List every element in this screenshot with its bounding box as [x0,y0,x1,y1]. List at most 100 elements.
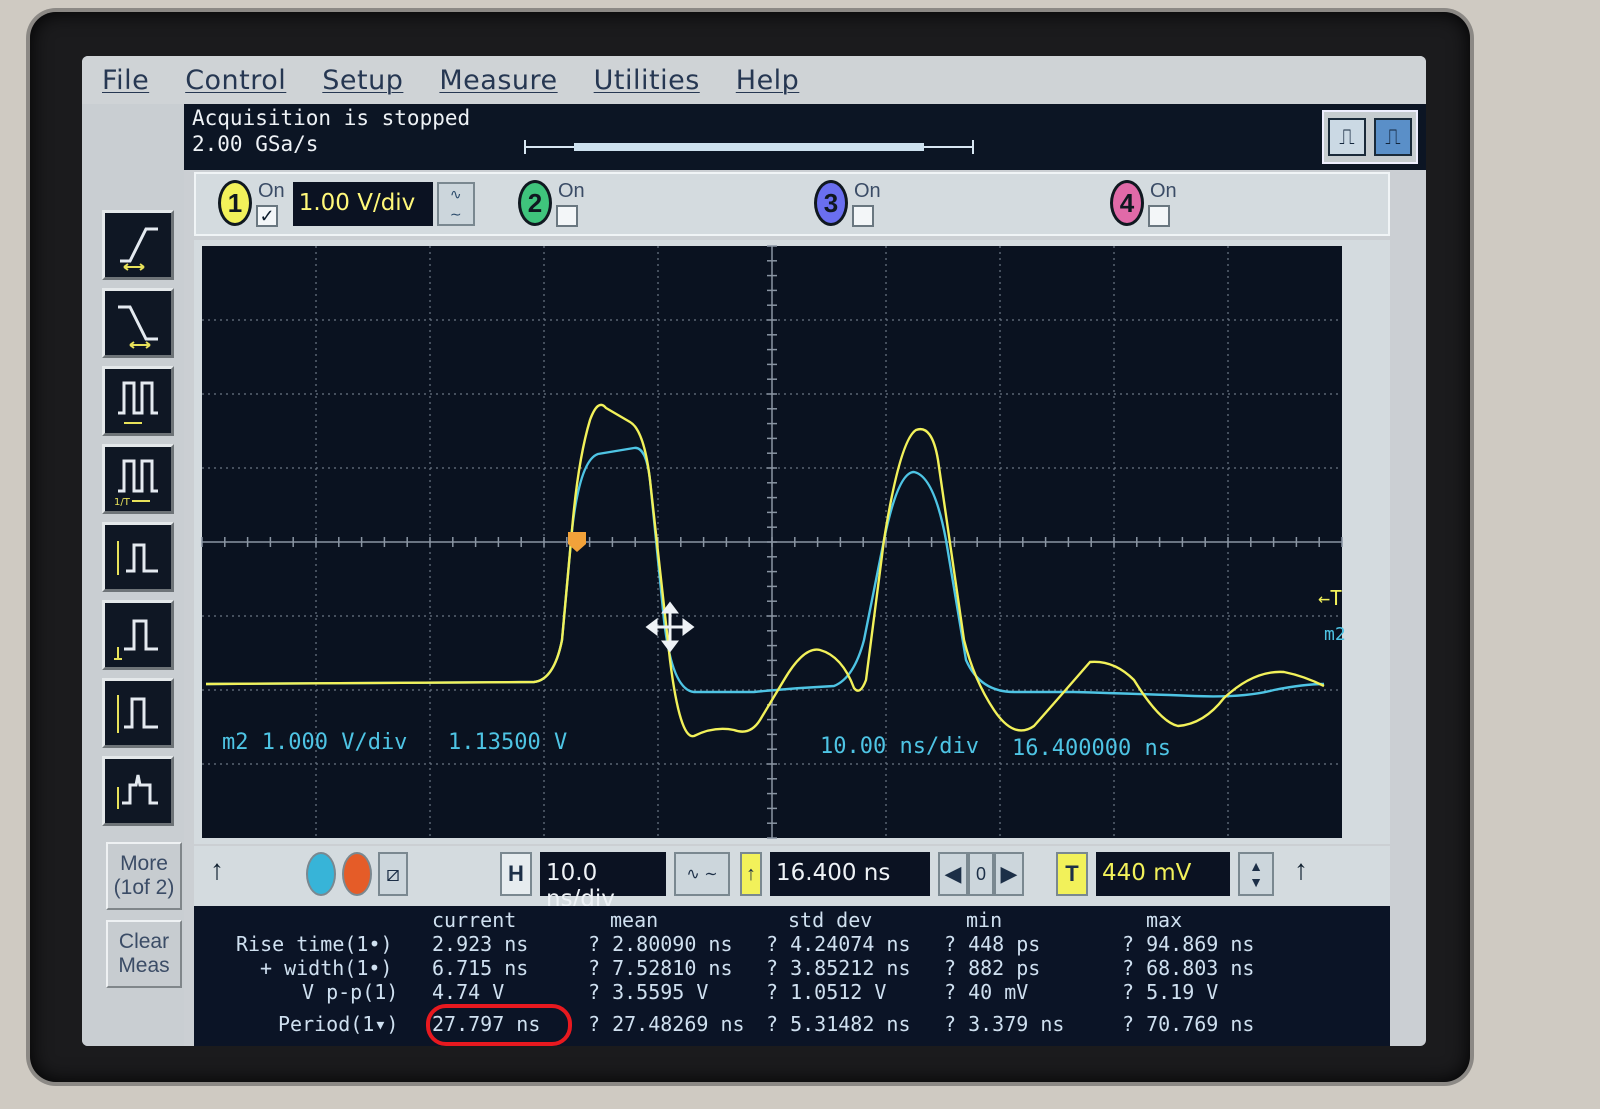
clear-meas-button[interactable]: Clear Meas [106,920,182,988]
overshoot-button[interactable] [102,756,174,826]
channel-1-scale[interactable]: 1.00 V/div [292,182,433,226]
measurement-name: + width(1•) [260,956,393,980]
measurement-name: Period(1▾) [278,1012,399,1036]
delay-zero-button[interactable]: 0 [968,852,994,896]
delay-right-button[interactable]: ▶ [994,852,1024,896]
trigger-level-field[interactable]: 440 mV [1096,852,1230,896]
svg-text:1/T: 1/T [114,497,131,507]
menu-help[interactable]: Help [735,64,800,96]
measurement-mean: ? 2.80090 ns [588,932,733,956]
m2-scale-label: m2 1.000 V/div [222,730,408,755]
horizontal-delay-field[interactable]: 16.400 ns [770,852,930,896]
edit-icon: ⧄ [386,861,400,886]
channel-2-on-label: On [558,180,585,202]
horizontal-h-button[interactable]: H [500,852,532,896]
horizontal-scale-field[interactable]: 10.0 ns/div [540,852,666,912]
up-arrow-icon[interactable]: ↑ [210,854,224,885]
measurement-std: ? 3.85212 ns [766,956,911,980]
channel-1-badge[interactable]: 1 [218,180,252,226]
channel-1-on: On ✓ [252,180,285,227]
delay-left-button[interactable]: ◀ [938,852,968,896]
trigger-level-marker[interactable]: ←T [1318,586,1343,610]
fall-time-button[interactable] [102,288,174,358]
horizontal-controls: ↑ ⧄ H 10.0 ns/div ∿ ∼ ↑ 16.400 ns ◀ 0 ▶ … [194,846,1390,912]
marker-cyan-button[interactable] [306,852,336,896]
measurement-row[interactable]: Rise time(1•) 2.923 ns ? 2.80090 ns ? 4.… [194,932,1390,956]
trigger-point-marker[interactable] [568,532,586,552]
channel-2: 2 On [518,180,585,227]
delay-label: 16.400000 ns [1012,736,1171,761]
marker-orange-button[interactable] [342,852,372,896]
menu-measure[interactable]: Measure [439,64,558,96]
channel-2-badge[interactable]: 2 [518,180,552,226]
measurement-max: ? 70.769 ns [1122,1012,1255,1036]
measurement-std: ? 4.24074 ns [766,932,911,956]
header-current: current [432,908,517,932]
channel-1-scale-spinner[interactable]: ∿ ∼ [436,182,475,226]
run-stop-button[interactable]: ⎍ [1374,118,1412,156]
measurement-std: ? 1.0512 V [766,980,887,1004]
channel-4-badge[interactable]: 4 [1110,180,1144,226]
rise-time-icon [120,227,158,271]
marker-edit-button[interactable]: ⧄ [378,852,408,896]
menu-utilities[interactable]: Utilities [593,64,700,96]
trigger-level-spinner[interactable]: ▲ ▼ [1238,852,1274,896]
run-mode-group: ⎍ ⎍ [1322,110,1418,164]
menu-file[interactable]: File [102,64,150,96]
measurement-min: ? 448 ps [944,932,1041,956]
horizontal-scale-spinner[interactable]: ∿ ∼ [674,852,730,896]
measurement-row[interactable]: V p-p(1) 4.74 V ? 3.5595 V ? 1.0512 V ? … [194,980,1390,1004]
measurement-mean: ? 27.48269 ns [588,1012,745,1036]
measurement-current: 4.74 V [432,980,505,1004]
header-std-dev: std dev [788,908,873,932]
measurement-max: ? 68.803 ns [1122,956,1255,980]
timebase-label: 10.00 ns/div [820,734,979,759]
channel-1-checkbox[interactable]: ✓ [256,205,278,227]
vmax-button[interactable] [102,600,174,670]
pulse-icon: ⎍ [1339,124,1355,149]
measurement-std: ? 5.31482 ns [766,1012,911,1036]
channel-4-on-label: On [1150,180,1177,202]
ch1-trace [205,403,1325,738]
measurement-min: ? 3.379 ns [944,1012,1065,1036]
single-run-button[interactable]: ⎍ [1328,118,1366,156]
measurement-min: ? 40 mV [944,980,1029,1004]
measurement-row[interactable]: Period(1▾) 27.797 ns ? 27.48269 ns ? 5.3… [194,1012,1390,1036]
frequency-icon: 1/T [114,459,158,507]
m2-ground-marker[interactable]: m2 [1324,624,1346,645]
amplitude-button[interactable] [102,678,174,748]
acquisition-state: Acquisition is stopped [192,106,471,130]
channel-1: 1 On ✓ 1.00 V/div ∿ ∼ [218,180,475,227]
channel-3-badge[interactable]: 3 [814,180,848,226]
measurement-current: 2.923 ns [432,932,529,956]
vpp-icon [117,541,158,575]
arrow-right-icon: ▶ [1000,861,1018,886]
menu-setup[interactable]: Setup [322,64,404,96]
measurement-max: ? 5.19 V [1122,980,1219,1004]
pulse-icon: ⎍ [1385,124,1401,149]
period-highlight-circle [426,1004,572,1046]
measurement-name: Rise time(1•) [236,932,393,956]
trigger-slope-icon[interactable]: ↑ [1294,854,1308,885]
more-button[interactable]: More (1of 2) [106,842,182,910]
trigger-t-button[interactable]: T [1056,852,1088,896]
rise-time-button[interactable] [102,210,174,280]
measurement-min: ? 882 ps [944,956,1041,980]
waveform-display[interactable]: ←T m2 m2 1.000 V/div 1.13500 V 10.00 ns/… [194,240,1390,844]
channel-3-checkbox[interactable] [852,205,874,227]
graticule [201,245,1343,839]
channel-4: 4 On [1110,180,1177,227]
vmax-icon [114,619,158,660]
channel-3-on-label: On [854,180,881,202]
vpp-button[interactable] [102,522,174,592]
fall-time-icon [118,305,158,349]
frequency-button[interactable]: 1/T [102,444,174,514]
clear-meas-label: Clear Meas [118,930,170,977]
channel-4-checkbox[interactable] [1148,205,1170,227]
menu-control[interactable]: Control [185,64,287,96]
period-button[interactable] [102,366,174,436]
measurement-row[interactable]: + width(1•) 6.715 ns ? 7.52810 ns ? 3.85… [194,956,1390,980]
channel-2-checkbox[interactable] [556,205,578,227]
channel-1-on-label: On [258,180,285,202]
delay-marker-button[interactable]: ↑ [740,852,762,896]
